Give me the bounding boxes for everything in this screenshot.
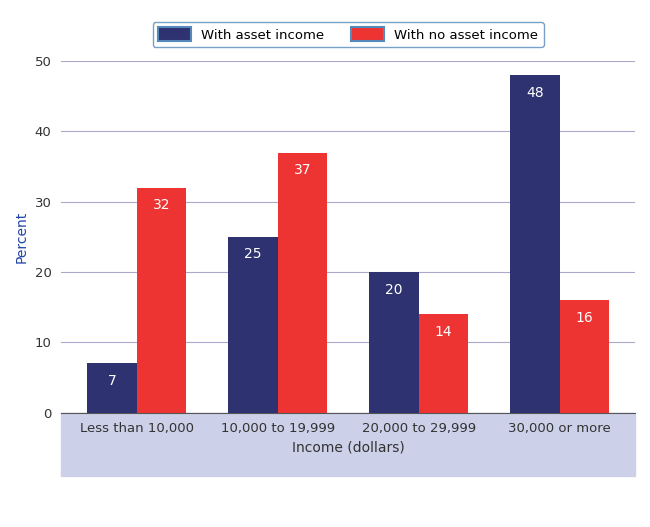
Text: 20: 20 xyxy=(385,282,402,297)
Bar xyxy=(228,237,278,413)
Legend: With asset income, With no asset income: With asset income, With no asset income xyxy=(153,22,543,47)
Text: 16: 16 xyxy=(575,311,593,325)
Bar xyxy=(136,188,186,413)
Bar xyxy=(61,413,635,476)
Bar xyxy=(510,75,560,413)
Bar xyxy=(278,152,327,413)
Bar xyxy=(560,300,609,413)
Text: 48: 48 xyxy=(526,86,543,100)
Text: 25: 25 xyxy=(244,247,262,261)
Bar xyxy=(87,364,136,413)
Text: 7: 7 xyxy=(107,374,116,388)
Bar xyxy=(369,272,419,413)
Bar xyxy=(419,314,468,413)
Y-axis label: Percent: Percent xyxy=(15,211,29,263)
Text: 37: 37 xyxy=(294,163,311,177)
Text: 14: 14 xyxy=(434,325,452,339)
Text: 32: 32 xyxy=(153,198,170,212)
X-axis label: Income (dollars): Income (dollars) xyxy=(292,441,404,455)
